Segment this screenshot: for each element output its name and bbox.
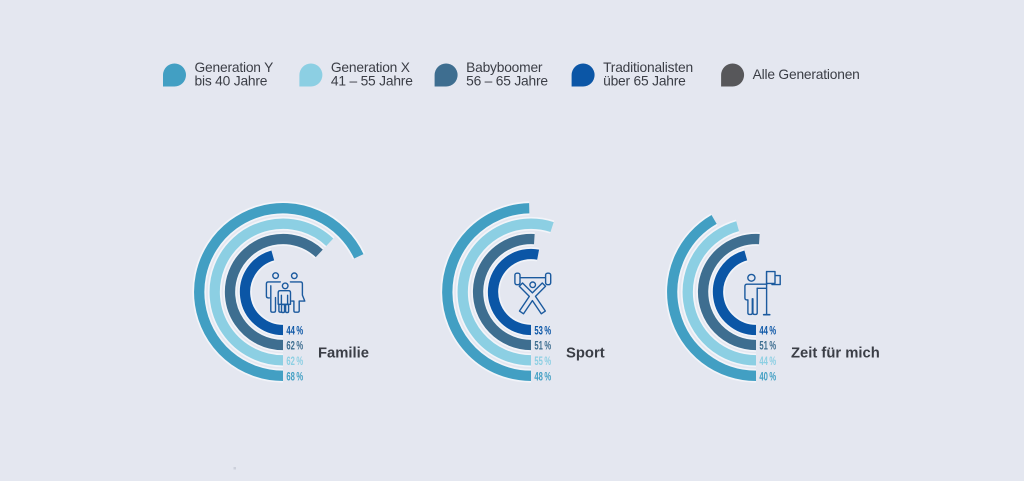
svg-text:bis 40 Jahre: bis 40 Jahre: [195, 74, 268, 89]
svg-text:Zeit für mich: Zeit für mich: [791, 346, 880, 362]
svg-text:56 – 65 Jahre: 56 – 65 Jahre: [466, 74, 548, 89]
svg-text:über 65 Jahre: über 65 Jahre: [603, 74, 686, 89]
svg-text:68 %: 68 %: [286, 369, 303, 383]
svg-text:44 %: 44 %: [286, 324, 303, 338]
svg-text:Generation Y: Generation Y: [195, 60, 274, 75]
svg-text:48 %: 48 %: [534, 369, 551, 383]
svg-text:Sport: Sport: [566, 346, 605, 362]
svg-text:62 %: 62 %: [286, 354, 303, 368]
svg-text:44 %: 44 %: [759, 354, 776, 368]
svg-text:55 %: 55 %: [534, 354, 551, 368]
svg-text:51 %: 51 %: [759, 339, 776, 353]
svg-text:41 – 55 Jahre: 41 – 55 Jahre: [331, 74, 413, 89]
svg-text:44 %: 44 %: [759, 324, 776, 338]
svg-text:40 %: 40 %: [759, 369, 776, 383]
svg-text:Traditionalisten: Traditionalisten: [603, 60, 693, 75]
svg-text:62 %: 62 %: [286, 339, 303, 353]
svg-text:Alle Generationen: Alle Generationen: [753, 67, 860, 82]
svg-text:Familie: Familie: [318, 346, 369, 362]
svg-text:53 %: 53 %: [534, 324, 551, 338]
svg-text:Babyboomer: Babyboomer: [466, 60, 543, 75]
svg-text:51 %: 51 %: [534, 339, 551, 353]
svg-text:Generation X: Generation X: [331, 60, 410, 75]
